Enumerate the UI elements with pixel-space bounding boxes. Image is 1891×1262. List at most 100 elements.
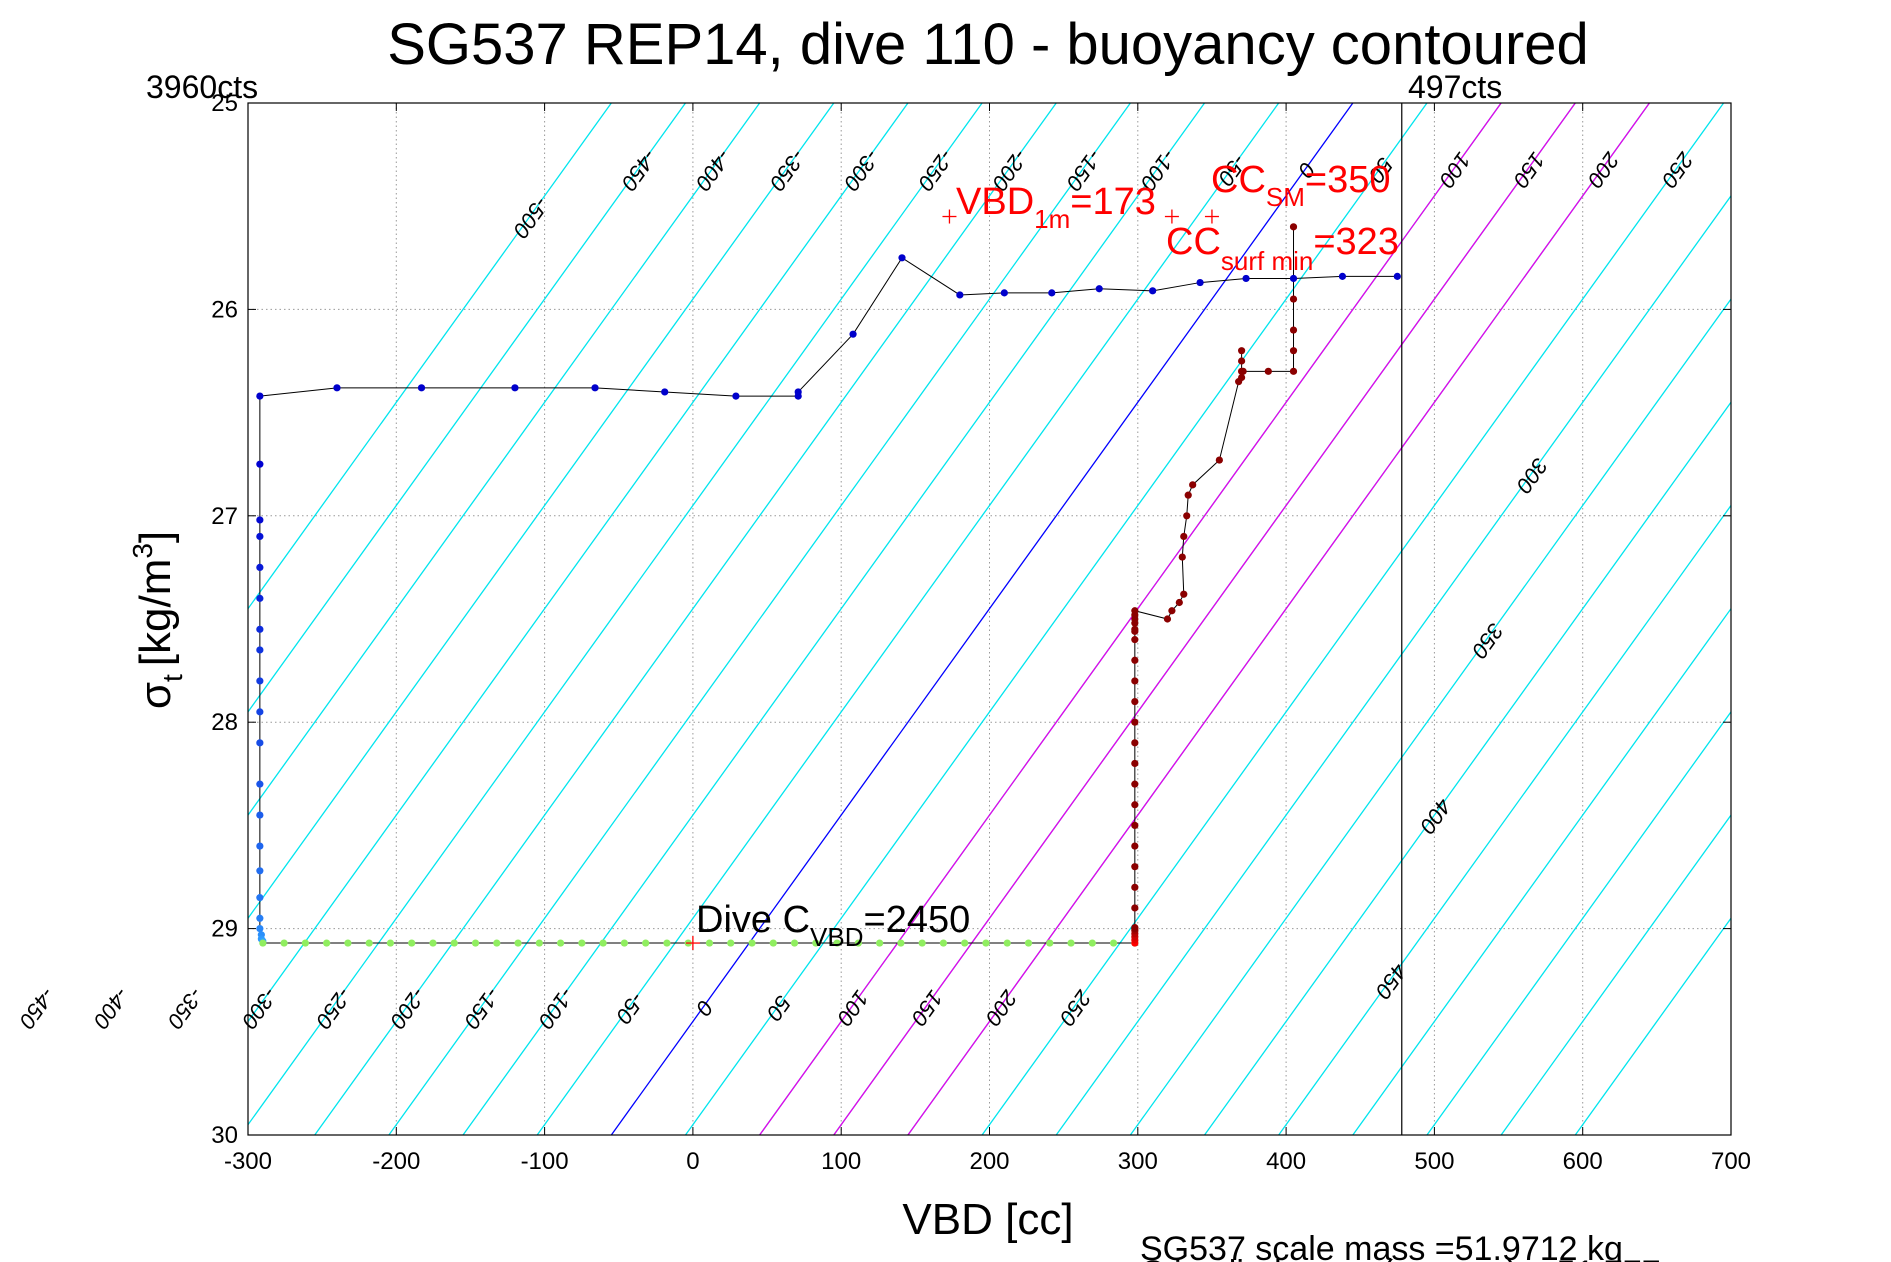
descent-deep-point xyxy=(256,532,264,541)
contour-label-right: 300 xyxy=(1511,453,1553,498)
divec-rest: =2450 xyxy=(864,899,971,941)
descent-upper-point xyxy=(732,392,740,400)
descent-deep-point xyxy=(256,563,264,572)
contour-label-bottom: 250 xyxy=(1054,985,1097,1031)
descent-deep-point xyxy=(256,811,264,819)
apogee-point xyxy=(450,939,458,947)
ascent-point xyxy=(1131,607,1139,615)
apogee-point xyxy=(769,939,777,947)
cyan-contour xyxy=(1574,917,1731,1135)
ascent-point xyxy=(1131,739,1139,747)
y-tick-label: 27 xyxy=(211,503,238,530)
contour-label-bottom: -150 xyxy=(459,983,505,1034)
contour-label-top: -450 xyxy=(616,145,662,196)
ascent-point xyxy=(1131,780,1139,788)
ascent-point xyxy=(1289,326,1298,334)
apogee-point xyxy=(535,939,543,947)
ccsm-sub: SM xyxy=(1266,182,1305,212)
y-label-sub: t xyxy=(157,674,188,682)
contour-label-bottom: 200 xyxy=(980,985,1023,1031)
ascent-point xyxy=(1289,223,1298,231)
cyan-contour xyxy=(314,103,1057,1135)
apogee-point xyxy=(748,939,756,947)
ascent-point xyxy=(1238,357,1246,365)
contour-label-top: 250 xyxy=(1656,147,1699,193)
ascent-point xyxy=(1131,842,1139,850)
ascent-point xyxy=(1168,607,1176,615)
descent-upper-point xyxy=(1149,287,1157,295)
contour-label-bottom: -300 xyxy=(236,983,282,1034)
apogee-point xyxy=(876,939,884,947)
ascent-point xyxy=(1189,481,1197,489)
descent-upper-point xyxy=(1393,272,1401,280)
descent-upper-point xyxy=(794,388,802,396)
vbd1m-annotation: VBD1m=173 xyxy=(956,181,1156,234)
apogee-point xyxy=(429,939,437,947)
contour-label-bottom: -350 xyxy=(162,983,208,1034)
ascent-point xyxy=(1180,590,1188,598)
implied-mass-note: C implied mass (apogee) = 51.777 xyxy=(1140,1254,1661,1262)
cyan-contour xyxy=(462,103,1206,1135)
contour-label-top: 100 xyxy=(1434,148,1476,193)
ccsm-rest: =350 xyxy=(1305,159,1391,201)
contour-label-right: 350 xyxy=(1466,618,1508,663)
descent-upper-point xyxy=(956,291,964,299)
apogee-point xyxy=(897,939,905,947)
apogee-point xyxy=(493,939,501,947)
descent-upper-point xyxy=(1242,274,1250,283)
contour-label-right: 400 xyxy=(1414,794,1456,839)
divec-main: Dive C xyxy=(696,899,810,941)
neutral-buoyancy-contour xyxy=(610,103,1354,1135)
contour-label-bottom: 100 xyxy=(832,986,874,1031)
contour-label-right: 450 xyxy=(1370,959,1412,1004)
x-tick-label: 300 xyxy=(1118,1148,1158,1175)
x-tick-label: 400 xyxy=(1266,1148,1306,1175)
ascent-point xyxy=(1131,883,1139,891)
apogee-point xyxy=(961,939,969,947)
descent-deep-point xyxy=(256,460,264,468)
descent-deep-point xyxy=(256,894,264,902)
cyan-contour xyxy=(1204,401,1731,1135)
ascent-point xyxy=(1131,821,1139,830)
y-label-symbol: σ xyxy=(131,682,180,709)
apogee-point xyxy=(386,939,395,947)
y-label-unit: [kg/m xyxy=(131,559,180,667)
x-tick-label: 700 xyxy=(1711,1148,1751,1175)
cyan-contour xyxy=(248,103,687,713)
apogee-point xyxy=(939,939,948,947)
vbd1m-main: VBD xyxy=(956,181,1034,223)
ascent-point xyxy=(1131,925,1139,933)
descent-deep-point xyxy=(256,708,264,716)
ccsm-main: CC xyxy=(1211,159,1266,201)
descent-deep-point xyxy=(256,867,264,875)
ascent-point xyxy=(1215,456,1223,464)
apogee-point xyxy=(514,939,522,947)
x-tick-label: 600 xyxy=(1563,1148,1603,1175)
ascent-point xyxy=(1289,295,1298,303)
y-label-sup: 3 xyxy=(127,543,158,559)
apogee-point xyxy=(790,939,799,947)
descent-deep-point xyxy=(256,739,264,747)
apogee-point xyxy=(727,939,735,947)
ascent-point xyxy=(1131,677,1139,685)
cyan-contour xyxy=(248,103,835,920)
ascent-point xyxy=(1239,367,1247,375)
cyan-contour xyxy=(248,103,983,1126)
apogee-point xyxy=(918,939,926,947)
x-tick-label: -200 xyxy=(372,1148,420,1175)
ascent-point xyxy=(1289,367,1298,375)
ccsm-annotation: CCSM=350 xyxy=(1211,159,1390,212)
x-tick-label: 500 xyxy=(1414,1148,1454,1175)
apogee-point xyxy=(1024,939,1033,947)
data-series xyxy=(256,223,1401,947)
plot-frame xyxy=(247,102,1732,1136)
contour-label-top: -350 xyxy=(764,145,810,196)
y-label-close: ] xyxy=(131,531,180,543)
vbd1m-rest: =173 xyxy=(1070,181,1156,223)
descent-upper-point xyxy=(1048,289,1056,297)
apogee-point xyxy=(642,939,650,947)
x-tick-label: 200 xyxy=(969,1148,1009,1175)
descent-upper-point xyxy=(898,254,906,262)
ascent-point xyxy=(1131,801,1139,809)
descent-deep-point xyxy=(256,594,264,602)
